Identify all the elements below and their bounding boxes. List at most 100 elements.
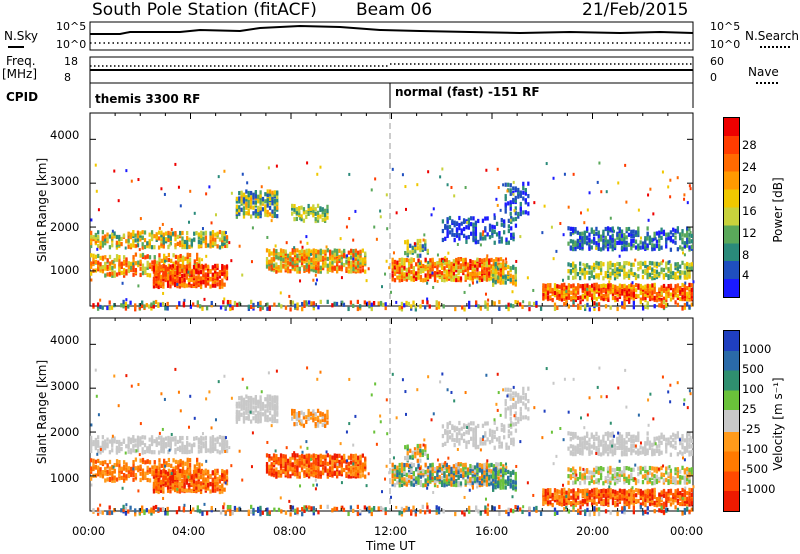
power-cell — [146, 263, 149, 268]
power-cell — [485, 273, 489, 278]
power-cell — [354, 267, 357, 272]
power-cell — [307, 203, 310, 209]
velocity-cell — [200, 445, 203, 450]
velocity-cell — [331, 470, 334, 475]
power-cell — [225, 243, 229, 248]
power-cell — [268, 205, 272, 211]
power-cell — [186, 239, 189, 245]
velocity-cell — [312, 472, 315, 477]
power-cell — [225, 264, 229, 269]
power-cell — [597, 302, 601, 307]
velocity-cell — [247, 395, 250, 401]
power-cell — [204, 235, 208, 240]
power-cell — [620, 267, 624, 272]
power-cell — [655, 298, 659, 303]
power-cell — [595, 231, 598, 236]
power-speckle — [339, 237, 342, 241]
power-speckle — [543, 204, 546, 208]
velocity-cell — [92, 462, 95, 467]
power-cell — [569, 269, 573, 274]
power-cell — [352, 251, 355, 256]
power-speckle — [404, 207, 407, 211]
power-cell — [676, 247, 680, 252]
velocity-cell — [169, 478, 172, 483]
velocity-cell — [410, 462, 413, 467]
power-cell — [669, 283, 673, 288]
power-cell — [171, 279, 174, 285]
power-cell — [625, 227, 628, 232]
power-cell — [644, 236, 647, 241]
velocity-cell — [211, 438, 215, 443]
velocity-cell — [193, 464, 196, 469]
velocity-cell — [424, 469, 427, 475]
power-cell — [553, 290, 557, 295]
power-cell — [646, 243, 649, 248]
power-cell — [153, 272, 156, 277]
power-cell — [637, 246, 640, 251]
power-speckle — [446, 183, 449, 187]
velocity-cell — [183, 444, 186, 450]
power-cell — [683, 241, 686, 246]
power-cell — [574, 271, 577, 276]
power-cell — [132, 258, 135, 263]
velocity-cell — [436, 472, 439, 477]
velocity-cell — [305, 453, 308, 458]
power-cell — [683, 283, 687, 289]
power-cell — [457, 265, 460, 270]
velocity-cell — [302, 412, 306, 417]
power-cell — [424, 239, 427, 244]
power-cell — [422, 263, 425, 269]
power-cell — [412, 265, 415, 271]
power-cell — [333, 265, 336, 270]
velocity-cell — [252, 410, 255, 415]
power-cell — [517, 211, 520, 217]
power-cell — [111, 235, 114, 240]
power-speckle — [301, 245, 304, 249]
velocity-cell — [204, 482, 207, 487]
power-cell — [595, 285, 598, 291]
power-cell — [302, 218, 306, 223]
power-cell — [155, 283, 158, 289]
velocity-cell — [242, 411, 246, 416]
velocity-cell — [478, 480, 481, 486]
power-cell — [679, 273, 682, 278]
velocity-cell — [160, 435, 163, 440]
power-cell — [597, 306, 601, 312]
velocity-cell — [235, 415, 239, 420]
power-cell — [424, 267, 427, 272]
velocity-cell — [118, 445, 121, 450]
power-cell — [483, 258, 486, 263]
power-cell — [148, 239, 151, 244]
power-cell — [216, 276, 219, 281]
power-cell — [600, 283, 603, 289]
power-cell — [295, 216, 299, 222]
velocity-cell — [300, 468, 304, 473]
velocity-cell — [271, 395, 274, 400]
power-cell — [323, 212, 327, 217]
power-cell — [157, 266, 160, 271]
power-cell — [218, 269, 222, 275]
velocity-cell — [352, 456, 355, 461]
power-cell — [599, 234, 603, 239]
power-cell — [683, 233, 686, 238]
velocity-cell — [293, 464, 297, 469]
velocity-cell — [276, 399, 279, 405]
power-cell — [433, 271, 437, 276]
power-cell — [621, 304, 624, 309]
velocity-cell — [319, 460, 322, 465]
power-cell — [681, 240, 684, 245]
power-cell — [614, 289, 617, 294]
power-speckle — [309, 252, 312, 256]
power-cell — [593, 285, 596, 291]
power-cell — [457, 277, 460, 283]
velocity-cell — [494, 475, 497, 480]
power-cell — [459, 263, 463, 268]
velocity-cell — [162, 449, 165, 454]
power-cell — [250, 299, 253, 305]
power-cell — [229, 306, 232, 312]
velocity-cell — [466, 477, 470, 482]
power-cell — [111, 238, 114, 243]
power-speckle — [652, 212, 655, 216]
velocity-cell — [247, 404, 250, 409]
power-cell — [527, 181, 530, 186]
